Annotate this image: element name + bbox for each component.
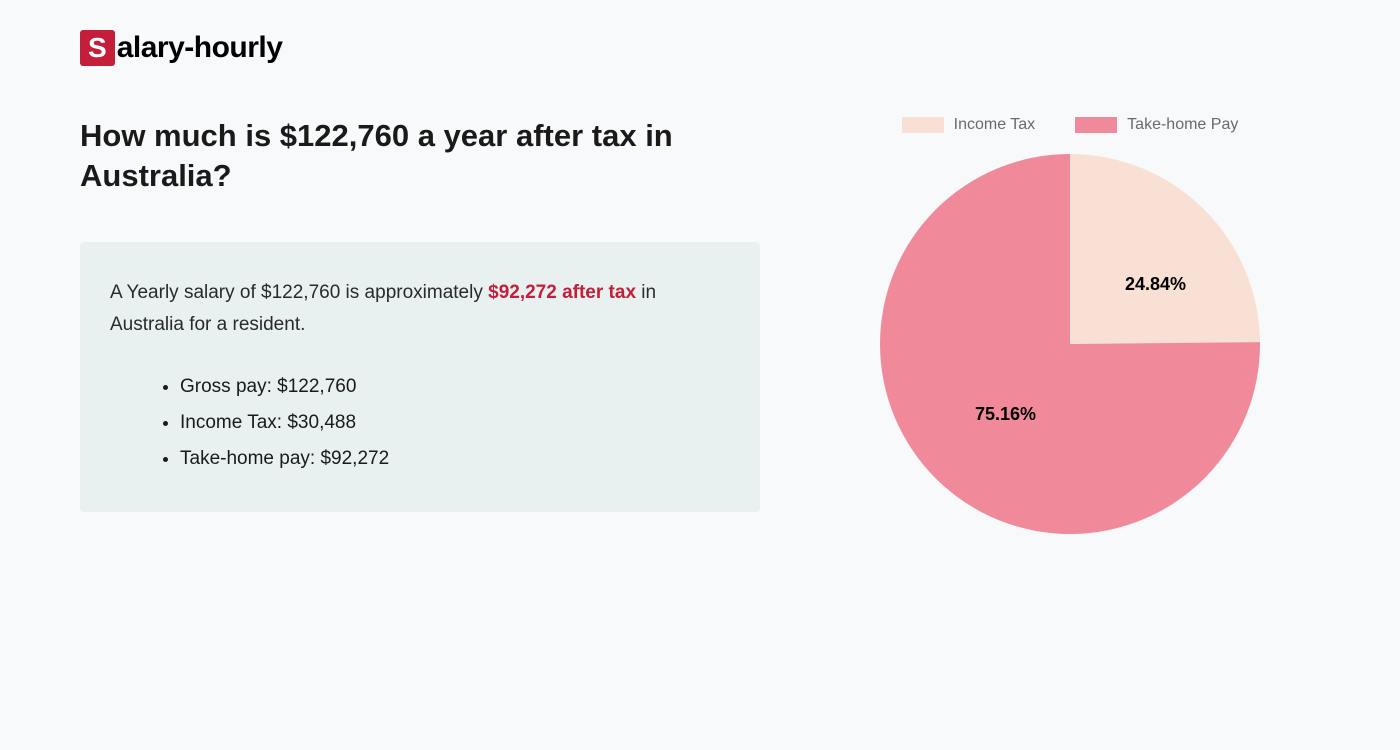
- logo-s-badge: S: [80, 30, 115, 66]
- site-logo: S alary-hourly: [80, 30, 1320, 66]
- list-item: Take-home pay: $92,272: [180, 441, 730, 477]
- main-content: How much is $122,760 a year after tax in…: [80, 116, 1320, 534]
- salary-breakdown-list: Gross pay: $122,760 Income Tax: $30,488 …: [110, 369, 730, 477]
- list-item: Gross pay: $122,760: [180, 369, 730, 405]
- chart-legend: Income Tax Take-home Pay: [840, 116, 1300, 134]
- summary-highlight: $92,272 after tax: [488, 282, 636, 303]
- legend-label: Take-home Pay: [1127, 116, 1238, 134]
- legend-swatch: [902, 117, 944, 133]
- left-column: How much is $122,760 a year after tax in…: [80, 116, 760, 534]
- list-item: Income Tax: $30,488: [180, 405, 730, 441]
- right-column: Income Tax Take-home Pay 24.84% 75.16%: [840, 116, 1300, 534]
- summary-paragraph: A Yearly salary of $122,760 is approxima…: [110, 277, 730, 342]
- legend-item-income-tax: Income Tax: [902, 116, 1036, 134]
- info-box: A Yearly salary of $122,760 is approxima…: [80, 242, 760, 513]
- logo-text: alary-hourly: [117, 31, 283, 65]
- page-heading: How much is $122,760 a year after tax in…: [80, 116, 760, 197]
- pie-slice-label: 75.16%: [975, 404, 1036, 425]
- pie-slice-label: 24.84%: [1125, 274, 1186, 295]
- legend-item-take-home: Take-home Pay: [1075, 116, 1238, 134]
- pie-svg: [880, 154, 1260, 534]
- legend-swatch: [1075, 117, 1117, 133]
- pie-chart: 24.84% 75.16%: [880, 154, 1260, 534]
- summary-prefix: A Yearly salary of $122,760 is approxima…: [110, 282, 488, 303]
- legend-label: Income Tax: [954, 116, 1036, 134]
